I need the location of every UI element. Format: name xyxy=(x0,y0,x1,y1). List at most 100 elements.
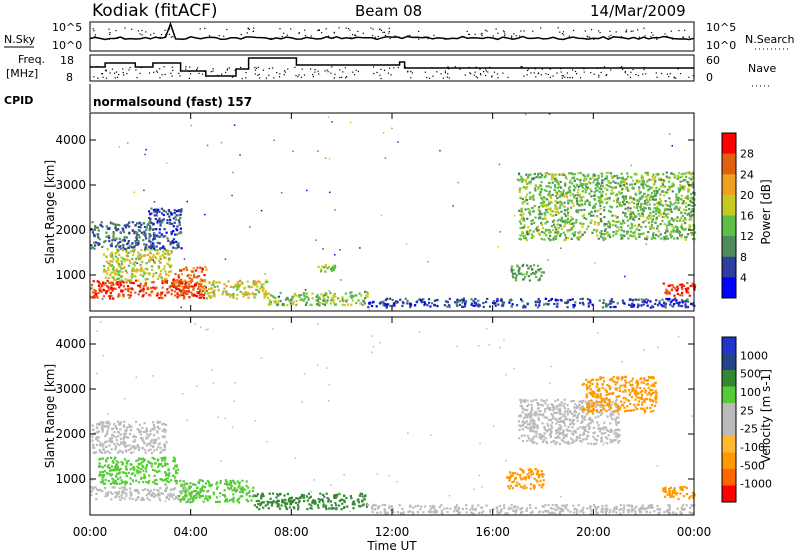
data-cell xyxy=(159,499,162,502)
data-cell xyxy=(191,270,194,273)
nave-point xyxy=(428,77,431,79)
data-cell xyxy=(591,231,594,234)
data-cell xyxy=(581,183,584,186)
data-cell xyxy=(645,203,648,206)
data-cell xyxy=(543,238,546,241)
data-cell xyxy=(600,200,603,203)
data-cell xyxy=(638,217,641,221)
data-cell xyxy=(583,216,586,219)
data-cell xyxy=(623,199,626,202)
data-cell xyxy=(592,214,595,217)
data-cell xyxy=(219,479,222,483)
station-title: Kodiak (fitACF) xyxy=(92,1,218,21)
data-cell xyxy=(661,298,664,301)
data-cell xyxy=(559,204,562,207)
data-cell xyxy=(675,193,678,196)
data-cell xyxy=(95,437,98,440)
data-cell xyxy=(183,279,186,282)
data-cell xyxy=(594,220,597,223)
data-cell xyxy=(271,492,275,495)
data-cell xyxy=(645,172,649,175)
data-cell xyxy=(232,496,235,499)
data-cell xyxy=(642,232,645,235)
nave-point xyxy=(621,66,623,68)
data-cell xyxy=(145,229,148,232)
data-cell xyxy=(605,197,608,200)
nave-point xyxy=(190,73,192,75)
data-cell xyxy=(138,431,141,434)
data-cell xyxy=(520,175,523,178)
data-cell xyxy=(158,228,161,231)
data-cell xyxy=(502,304,505,307)
data-cell xyxy=(204,497,207,500)
data-cell xyxy=(150,494,153,497)
data-cell xyxy=(546,198,549,201)
data-cell xyxy=(516,265,519,268)
nsearch-point xyxy=(298,32,300,34)
data-cell xyxy=(143,189,145,192)
data-cell xyxy=(576,201,579,204)
data-cell xyxy=(515,274,518,277)
data-cell xyxy=(540,274,543,277)
data-cell xyxy=(689,284,692,288)
data-cell xyxy=(116,277,119,280)
data-cell xyxy=(147,481,150,485)
data-cell xyxy=(485,300,488,304)
data-cell xyxy=(99,481,102,484)
nave-point xyxy=(123,74,125,76)
data-cell xyxy=(143,222,146,225)
data-cell xyxy=(106,272,109,275)
data-cell xyxy=(141,489,144,492)
data-cell xyxy=(544,509,547,512)
data-cell xyxy=(127,251,130,254)
data-cell xyxy=(670,217,673,220)
data-cell xyxy=(537,268,540,271)
nsearch-point xyxy=(182,38,184,41)
data-cell xyxy=(579,204,582,207)
data-cell xyxy=(153,496,156,499)
nsearch-point xyxy=(370,27,372,29)
data-cell xyxy=(523,200,526,203)
data-cell xyxy=(120,441,123,444)
data-cell xyxy=(582,195,585,198)
data-cell xyxy=(265,294,268,297)
data-cell xyxy=(124,258,127,261)
nave-point xyxy=(203,70,205,72)
data-cell xyxy=(257,289,260,292)
data-cell xyxy=(666,292,669,295)
data-cell xyxy=(619,185,622,188)
data-cell xyxy=(401,304,404,307)
data-cell xyxy=(672,511,675,514)
data-cell xyxy=(435,510,438,513)
data-cell xyxy=(663,207,666,210)
data-cell xyxy=(101,457,104,460)
data-cell xyxy=(548,200,551,203)
nsearch-tick-bottom: 10^0 xyxy=(706,39,736,52)
data-cell xyxy=(563,225,566,228)
data-cell xyxy=(119,437,123,440)
data-cell xyxy=(512,269,515,272)
data-cell xyxy=(163,428,166,431)
data-cell xyxy=(649,186,652,189)
data-cell xyxy=(653,177,656,180)
data-cell xyxy=(142,466,145,469)
data-cell xyxy=(129,477,132,480)
data-cell xyxy=(295,303,298,306)
data-cell xyxy=(620,189,623,192)
data-cell xyxy=(164,478,167,481)
data-cell xyxy=(598,299,601,302)
data-cell xyxy=(114,225,117,228)
data-cell xyxy=(100,473,103,477)
data-cell xyxy=(208,288,211,291)
data-cell xyxy=(123,239,126,242)
data-cell xyxy=(651,218,654,221)
data-cell xyxy=(663,301,666,304)
data-cell xyxy=(594,202,597,206)
program-label: normalsound (fast) 157 xyxy=(93,95,252,109)
data-cell xyxy=(177,276,180,279)
data-cell xyxy=(150,439,153,442)
data-cell xyxy=(91,221,94,224)
data-cell xyxy=(105,225,108,228)
data-cell xyxy=(675,301,678,304)
data-cell xyxy=(178,284,181,287)
